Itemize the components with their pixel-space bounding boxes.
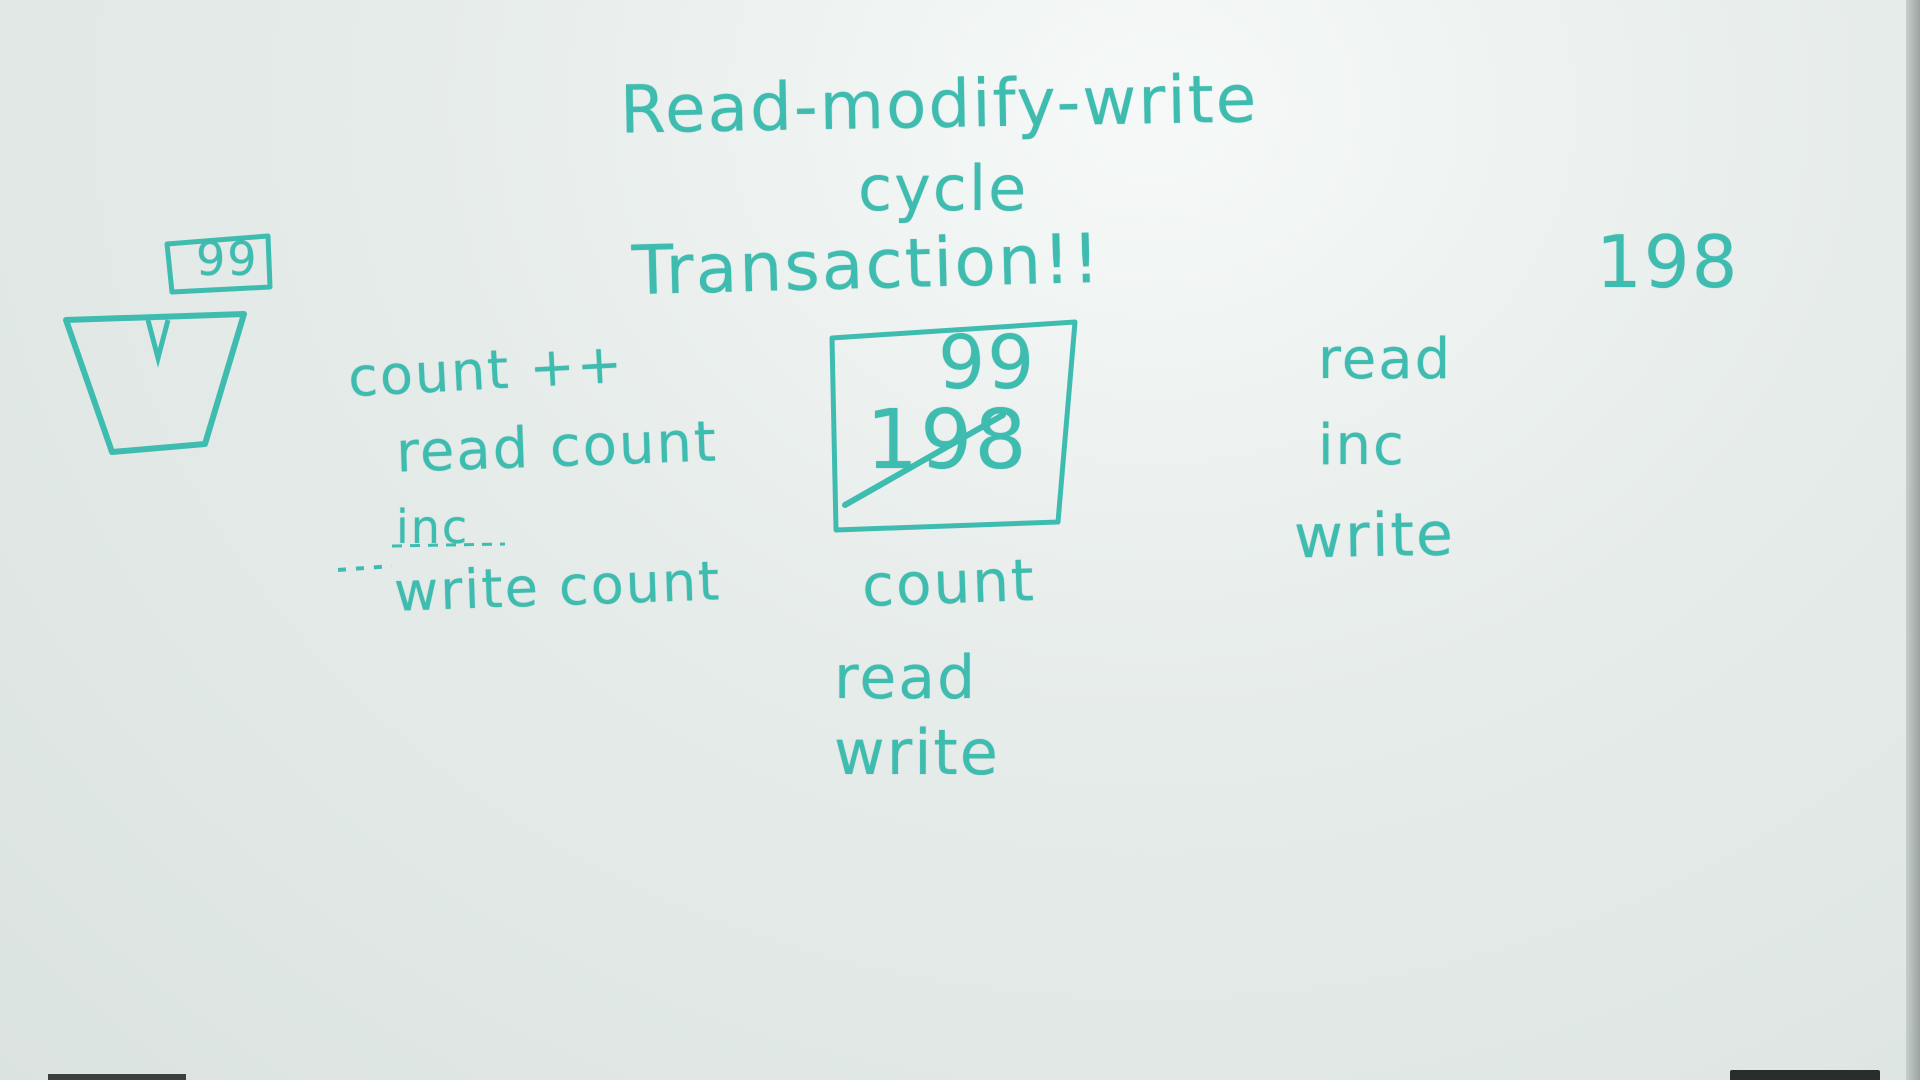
underline-dashed — [391, 542, 506, 548]
step-inc: inc — [396, 500, 470, 554]
counter-box-sketch — [164, 233, 273, 295]
bucket-sketch — [63, 311, 247, 455]
marker-tray-right — [1730, 1070, 1880, 1080]
whiteboard-frame-edge — [1906, 0, 1920, 1080]
right-op-read: read — [1318, 327, 1453, 392]
bucket-notch-sketch — [145, 319, 171, 368]
right-op-write: write — [1293, 499, 1456, 573]
counter-value-label: 99 — [196, 232, 259, 286]
center-op-write: write — [834, 716, 1000, 789]
result-number-198: 198 — [1596, 220, 1740, 304]
variable-name-count: count — [860, 545, 1037, 621]
strike-through-line — [842, 412, 1006, 508]
count-increment-label: count ++ — [346, 331, 626, 410]
right-op-inc: inc — [1318, 413, 1406, 478]
dashed-marker-line — [337, 564, 393, 572]
center-op-read: read — [834, 643, 978, 713]
box-value-198-crossed: 198 — [866, 393, 1029, 488]
step-write-count: write count — [392, 549, 723, 624]
memory-box-sketch — [829, 319, 1078, 533]
step-read-count: read count — [394, 409, 719, 486]
marker-tray-left — [48, 1074, 186, 1080]
box-value-99: 99 — [938, 320, 1037, 406]
title-line-2: cycle — [858, 152, 1029, 225]
